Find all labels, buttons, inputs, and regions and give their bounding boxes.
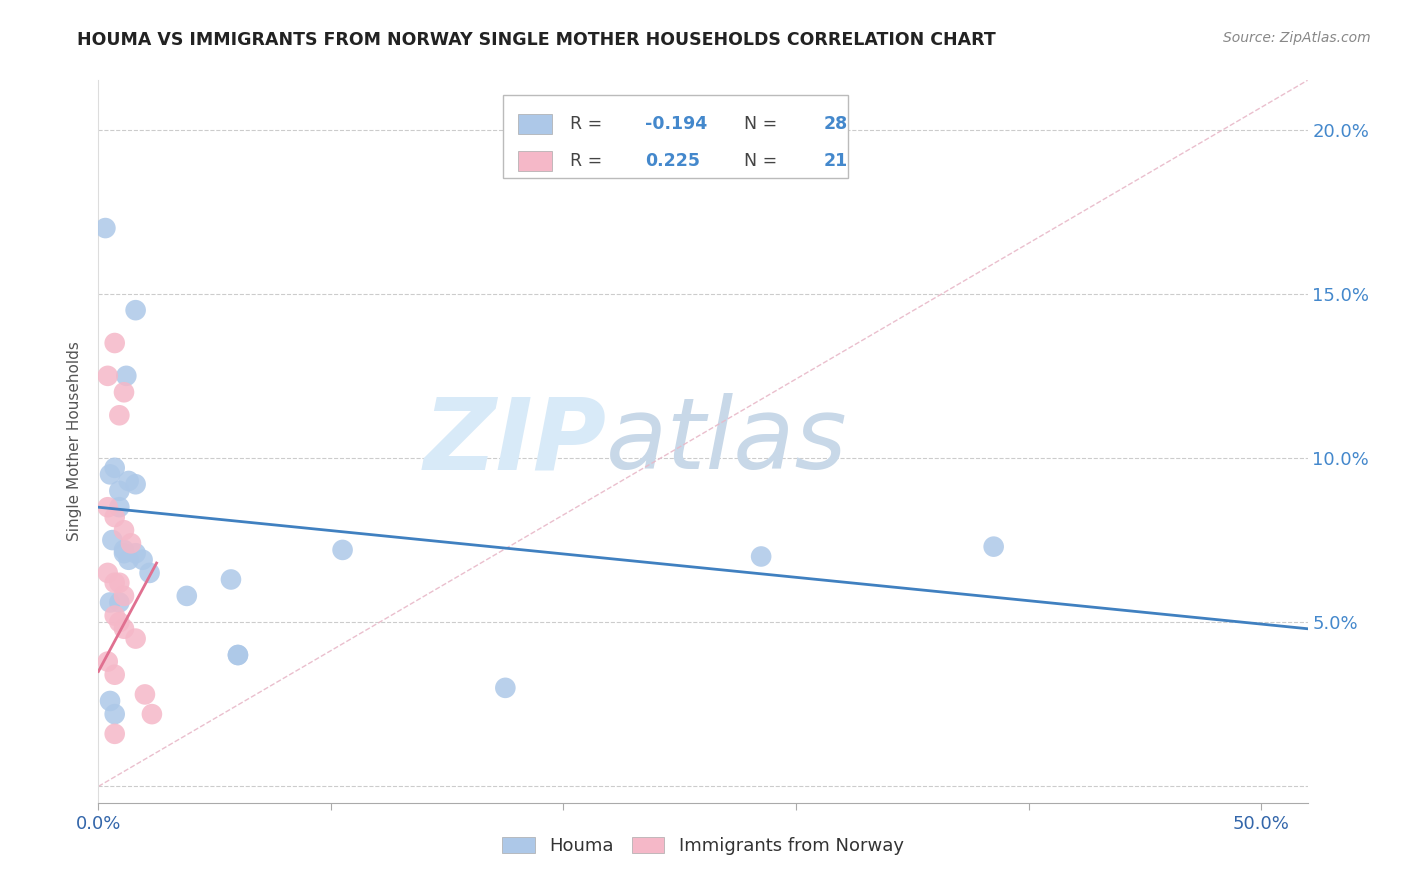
Point (104, 460, 127, 475)
Point (134, 687, 156, 701)
Point (104, 608, 127, 623)
Point (108, 575, 131, 590)
Text: R =: R = (569, 115, 607, 133)
Text: Source: ZipAtlas.com: Source: ZipAtlas.com (1223, 31, 1371, 45)
Point (98, 595, 121, 609)
Point (94, 221, 117, 235)
Point (118, 553, 141, 567)
Point (104, 336, 127, 351)
Point (97, 566, 120, 580)
Point (124, 303, 146, 318)
Point (749, 549, 772, 564)
Point (112, 542, 135, 557)
Legend: Houma, Immigrants from Norway: Houma, Immigrants from Norway (495, 830, 911, 863)
Point (219, 573, 242, 587)
Point (104, 707, 127, 722)
Text: atlas: atlas (606, 393, 848, 490)
Point (104, 510, 127, 524)
Point (97, 500, 120, 515)
Point (98, 467, 121, 482)
Point (118, 474, 141, 488)
Y-axis label: Single Mother Households: Single Mother Households (67, 342, 83, 541)
Point (108, 615, 131, 630)
FancyBboxPatch shape (517, 151, 553, 171)
Point (494, 681, 516, 695)
Point (112, 622, 135, 636)
Text: -0.194: -0.194 (645, 115, 707, 133)
Point (104, 667, 127, 681)
Point (101, 533, 124, 547)
Point (104, 575, 127, 590)
Point (124, 546, 146, 560)
Point (108, 483, 131, 498)
Point (97, 655, 120, 669)
Point (138, 566, 160, 580)
Text: HOUMA VS IMMIGRANTS FROM NORWAY SINGLE MOTHER HOUSEHOLDS CORRELATION CHART: HOUMA VS IMMIGRANTS FROM NORWAY SINGLE M… (77, 31, 995, 49)
FancyBboxPatch shape (503, 95, 848, 178)
Point (226, 648, 249, 662)
Point (108, 595, 131, 609)
Point (108, 409, 131, 423)
Text: N =: N = (734, 153, 783, 170)
Text: ZIP: ZIP (423, 393, 606, 490)
Point (97, 368, 120, 383)
Point (131, 553, 153, 567)
Point (141, 707, 163, 722)
Point (98, 694, 121, 708)
Point (332, 542, 354, 557)
Text: N =: N = (734, 115, 783, 133)
Text: R =: R = (569, 153, 607, 170)
Point (112, 523, 135, 537)
Point (983, 540, 1005, 554)
Text: 21: 21 (824, 153, 848, 170)
Point (120, 536, 142, 550)
Text: 0.225: 0.225 (645, 153, 700, 170)
FancyBboxPatch shape (517, 113, 553, 134)
Point (112, 589, 135, 603)
Point (108, 500, 131, 515)
Point (115, 368, 138, 383)
Point (176, 589, 198, 603)
Point (124, 477, 146, 491)
Text: 28: 28 (824, 115, 848, 133)
Point (226, 648, 249, 662)
Point (112, 546, 135, 560)
Point (124, 632, 146, 646)
Point (112, 385, 135, 400)
Point (104, 727, 127, 741)
